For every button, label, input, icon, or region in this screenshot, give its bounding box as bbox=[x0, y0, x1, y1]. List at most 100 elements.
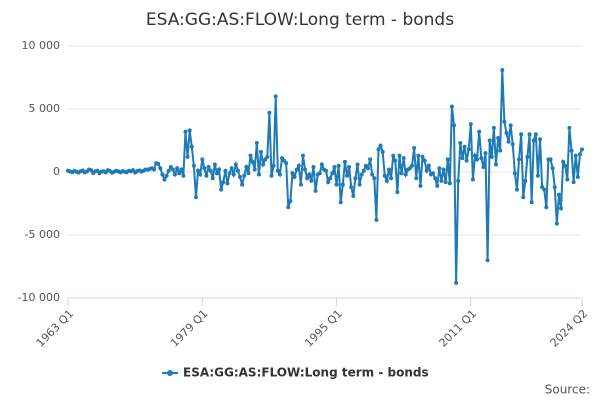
data-point bbox=[223, 168, 228, 173]
data-point bbox=[512, 171, 517, 176]
data-point bbox=[502, 119, 507, 124]
data-point bbox=[420, 154, 425, 159]
data-point bbox=[296, 163, 301, 168]
data-point bbox=[198, 172, 203, 177]
data-point bbox=[376, 147, 381, 152]
data-point bbox=[267, 110, 272, 115]
data-point bbox=[441, 167, 446, 172]
data-point bbox=[504, 130, 509, 135]
data-point bbox=[271, 163, 276, 168]
data-point bbox=[235, 168, 240, 173]
data-point bbox=[317, 171, 322, 176]
data-point bbox=[565, 177, 570, 182]
data-point bbox=[170, 167, 175, 172]
data-point bbox=[324, 168, 329, 173]
data-point bbox=[550, 166, 555, 171]
legend-label: ESA:GG:AS:FLOW:Long term - bonds bbox=[183, 366, 429, 380]
data-point bbox=[189, 144, 194, 149]
data-point bbox=[535, 173, 540, 178]
data-point bbox=[248, 153, 253, 158]
data-point bbox=[544, 205, 549, 210]
x-tick-label: 1995 Q1 bbox=[302, 307, 345, 350]
data-point bbox=[217, 167, 222, 172]
data-point bbox=[191, 163, 196, 168]
data-point bbox=[464, 158, 469, 163]
data-point bbox=[361, 168, 366, 173]
data-point bbox=[300, 153, 305, 158]
data-point bbox=[355, 162, 360, 167]
data-point bbox=[338, 200, 343, 205]
data-point bbox=[288, 198, 293, 203]
data-point bbox=[273, 94, 278, 99]
data-point bbox=[458, 141, 463, 146]
chart-title: ESA:GG:AS:FLOW:Long term - bonds bbox=[146, 10, 454, 30]
data-point bbox=[214, 171, 219, 176]
data-point bbox=[340, 182, 345, 187]
data-point bbox=[160, 172, 165, 177]
data-point bbox=[435, 183, 440, 188]
data-point bbox=[573, 153, 578, 158]
x-tick-label: 2024 Q2 bbox=[548, 307, 591, 350]
data-point bbox=[328, 176, 333, 181]
y-tick-label: 10 000 bbox=[22, 39, 61, 52]
data-point bbox=[202, 166, 207, 171]
data-point bbox=[514, 187, 519, 192]
data-point bbox=[172, 172, 177, 177]
data-point bbox=[542, 187, 547, 192]
data-point bbox=[238, 175, 243, 180]
data-point bbox=[221, 180, 226, 185]
data-point bbox=[506, 139, 511, 144]
data-point bbox=[433, 176, 438, 181]
data-point bbox=[523, 178, 528, 183]
data-point bbox=[481, 164, 486, 169]
data-point bbox=[386, 167, 391, 172]
data-point bbox=[311, 164, 316, 169]
data-point bbox=[374, 217, 379, 222]
data-point bbox=[254, 141, 259, 146]
data-point bbox=[349, 185, 354, 190]
legend-marker bbox=[167, 370, 173, 376]
series-line bbox=[67, 69, 583, 283]
data-point bbox=[292, 175, 297, 180]
data-point bbox=[307, 172, 312, 177]
data-point bbox=[418, 183, 423, 188]
data-point bbox=[401, 156, 406, 161]
data-point bbox=[397, 153, 402, 158]
data-point bbox=[487, 138, 492, 143]
data-point bbox=[353, 176, 358, 181]
data-point bbox=[531, 138, 536, 143]
data-point bbox=[303, 167, 308, 172]
data-point bbox=[422, 158, 427, 163]
data-point bbox=[347, 164, 352, 169]
data-point bbox=[393, 158, 398, 163]
data-point bbox=[477, 129, 482, 134]
x-tick-label: 2011 Q1 bbox=[437, 307, 480, 350]
data-point bbox=[416, 153, 421, 158]
data-point bbox=[559, 206, 564, 211]
data-point bbox=[193, 195, 198, 200]
data-point bbox=[227, 171, 232, 176]
data-point bbox=[351, 193, 356, 198]
data-point bbox=[496, 135, 501, 140]
data-point bbox=[475, 157, 480, 162]
data-point bbox=[261, 162, 266, 167]
data-point bbox=[156, 161, 161, 166]
y-tick-label: -10 000 bbox=[18, 291, 60, 304]
data-point bbox=[548, 157, 553, 162]
data-point bbox=[525, 154, 530, 159]
data-point bbox=[246, 171, 251, 176]
data-point bbox=[200, 157, 205, 162]
data-point bbox=[265, 154, 270, 159]
data-point bbox=[508, 123, 513, 128]
data-point bbox=[437, 166, 442, 171]
data-point bbox=[468, 122, 473, 127]
data-point bbox=[462, 144, 467, 149]
y-tick-label: -5 000 bbox=[25, 228, 60, 241]
data-point bbox=[489, 154, 494, 159]
data-point bbox=[414, 176, 419, 181]
data-point bbox=[187, 128, 192, 133]
data-point bbox=[212, 162, 217, 167]
data-point bbox=[183, 129, 188, 134]
data-point bbox=[179, 167, 184, 172]
